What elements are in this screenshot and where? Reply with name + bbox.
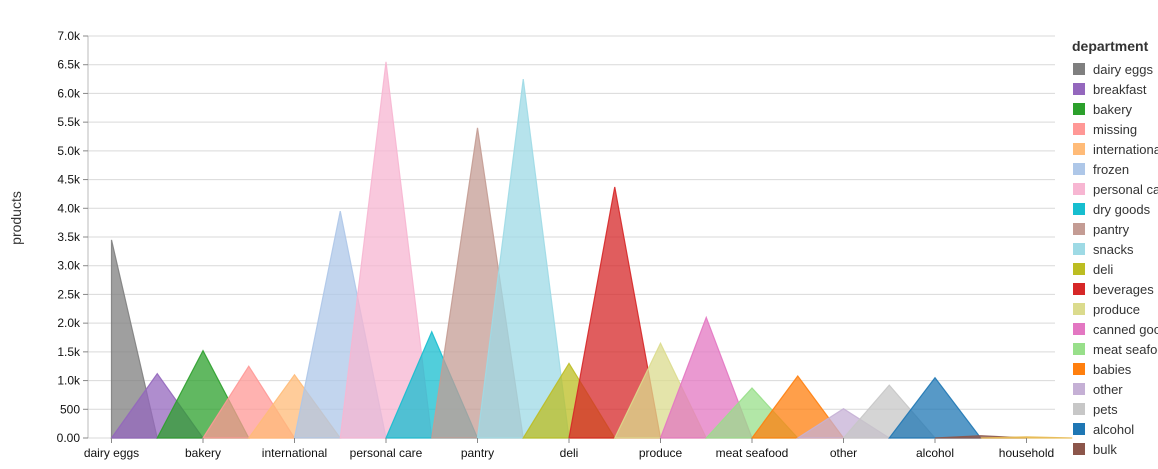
legend-item-label[interactable]: snacks: [1093, 242, 1134, 257]
y-axis-title: products: [8, 191, 24, 245]
legend-item-label[interactable]: pets: [1093, 402, 1118, 417]
legend-item-label[interactable]: personal care: [1093, 182, 1158, 197]
x-tick-label: produce: [639, 446, 683, 460]
legend-swatch: [1073, 403, 1085, 415]
y-tick-label: 2.5k: [57, 287, 81, 301]
y-tick-label: 500: [60, 402, 80, 416]
y-tick-label: 4.5k: [57, 173, 81, 187]
y-tick-label: 1.0k: [57, 374, 81, 388]
x-tick-label: alcohol: [916, 446, 954, 460]
y-tick-label: 6.5k: [57, 58, 81, 72]
legend-swatch: [1073, 363, 1085, 375]
legend-swatch: [1073, 163, 1085, 175]
x-tick-label: meat seafood: [716, 446, 789, 460]
x-tick-label: personal care: [350, 446, 423, 460]
legend-item-label[interactable]: missing: [1093, 122, 1137, 137]
y-tick-label: 3.0k: [57, 259, 81, 273]
y-axis: 0.00 500 1.0k 1.5k 2.0k 2.5k 3.0k 3.5k 4.0k 4.5k 5…: [57, 29, 88, 445]
legend-item-label[interactable]: other: [1093, 382, 1123, 397]
legend-swatch: [1073, 203, 1085, 215]
legend-swatch: [1073, 63, 1085, 75]
legend-swatch: [1073, 323, 1085, 335]
y-tick-label: 5.0k: [57, 144, 81, 158]
x-tick-label: bakery: [185, 446, 221, 460]
grid: [87, 35, 1055, 439]
y-tick-label: 7.0k: [57, 29, 81, 43]
x-tick-label: other: [830, 446, 857, 460]
legend-swatch: [1073, 283, 1085, 295]
legend-swatch: [1073, 343, 1085, 355]
y-tick-label: 5.5k: [57, 115, 81, 129]
y-tick-label: 6.0k: [57, 86, 81, 100]
legend-swatch: [1073, 83, 1085, 95]
legend-item-label[interactable]: pantry: [1093, 222, 1130, 237]
legend-item-label[interactable]: babies: [1093, 362, 1132, 377]
area-series-layer: [110, 61, 1073, 439]
x-tick-label: deli: [560, 446, 579, 460]
legend-swatch: [1073, 243, 1085, 255]
legend-item-label[interactable]: canned goods: [1093, 322, 1158, 337]
y-tick-label: 0.00: [57, 431, 81, 445]
legend-swatch: [1073, 263, 1085, 275]
legend: department dairy eggs breakfast bakery miss…: [1072, 38, 1158, 457]
legend-swatch: [1073, 223, 1085, 235]
legend-swatch: [1073, 383, 1085, 395]
legend-item-label[interactable]: beverages: [1093, 282, 1154, 297]
legend-item-label[interactable]: international: [1093, 142, 1158, 157]
y-tick-label: 4.0k: [57, 201, 81, 215]
y-tick-label: 1.5k: [57, 345, 81, 359]
y-tick-label: 3.5k: [57, 230, 81, 244]
legend-item-label[interactable]: alcohol: [1093, 422, 1134, 437]
legend-swatch: [1073, 423, 1085, 435]
legend-swatch: [1073, 123, 1085, 135]
legend-item-label[interactable]: bakery: [1093, 102, 1133, 117]
legend-item-label[interactable]: breakfast: [1093, 82, 1147, 97]
legend-swatch: [1073, 103, 1085, 115]
legend-swatch: [1073, 443, 1085, 455]
legend-item-label[interactable]: deli: [1093, 262, 1113, 277]
legend-title: department: [1072, 38, 1149, 54]
legend-swatch: [1073, 143, 1085, 155]
x-tick-label: dairy eggs: [84, 446, 139, 460]
legend-item-label[interactable]: meat seafood: [1093, 342, 1158, 357]
y-tick-label: 2.0k: [57, 316, 81, 330]
x-tick-label: pantry: [461, 446, 494, 460]
x-tick-label: international: [262, 446, 327, 460]
x-tick-label: household: [999, 446, 1054, 460]
legend-swatch: [1073, 183, 1085, 195]
legend-swatch: [1073, 303, 1085, 315]
legend-item-label[interactable]: frozen: [1093, 162, 1129, 177]
x-axis: dairy eggs bakery international personal ca…: [84, 438, 1054, 460]
legend-item-label[interactable]: bulk: [1093, 442, 1117, 457]
legend-item-label[interactable]: produce: [1093, 302, 1140, 317]
legend-item-label[interactable]: dry goods: [1093, 202, 1151, 217]
legend-item-label[interactable]: dairy eggs: [1093, 62, 1153, 77]
